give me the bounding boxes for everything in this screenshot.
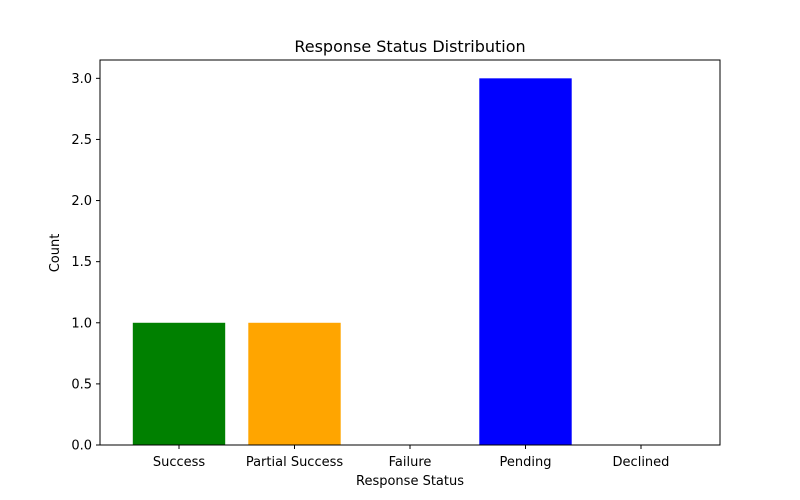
x-ticks-group: Success Partial Success Failure Pending Decl… xyxy=(153,445,670,470)
y-ticks-group: 0.0 0.5 1.0 1.5 2.0 2.5 3.0 xyxy=(71,72,100,454)
x-axis-label: Response Status xyxy=(356,474,464,489)
bar-success xyxy=(132,322,226,445)
y-tick-label: 1.0 xyxy=(71,316,92,331)
x-tick-label: Success xyxy=(153,455,206,470)
y-tick-label: 1.5 xyxy=(71,255,92,270)
y-tick-label: 0.5 xyxy=(71,377,92,392)
y-tick-label: 0.0 xyxy=(71,439,92,454)
x-tick-label: Declined xyxy=(613,455,670,470)
x-tick-label: Failure xyxy=(389,455,432,470)
y-tick-label: 2.5 xyxy=(71,133,92,148)
chart-title: Response Status Distribution xyxy=(294,37,525,56)
y-tick-label: 3.0 xyxy=(71,72,92,87)
y-axis-label: Count xyxy=(48,234,63,273)
x-tick-label: Pending xyxy=(500,455,552,470)
bar-pending xyxy=(479,78,572,445)
x-tick-label: Partial Success xyxy=(246,455,344,470)
plot-frame xyxy=(99,59,721,446)
bar-partial-success xyxy=(248,322,341,445)
bars-group xyxy=(132,78,572,445)
y-tick-label: 2.0 xyxy=(71,194,92,209)
